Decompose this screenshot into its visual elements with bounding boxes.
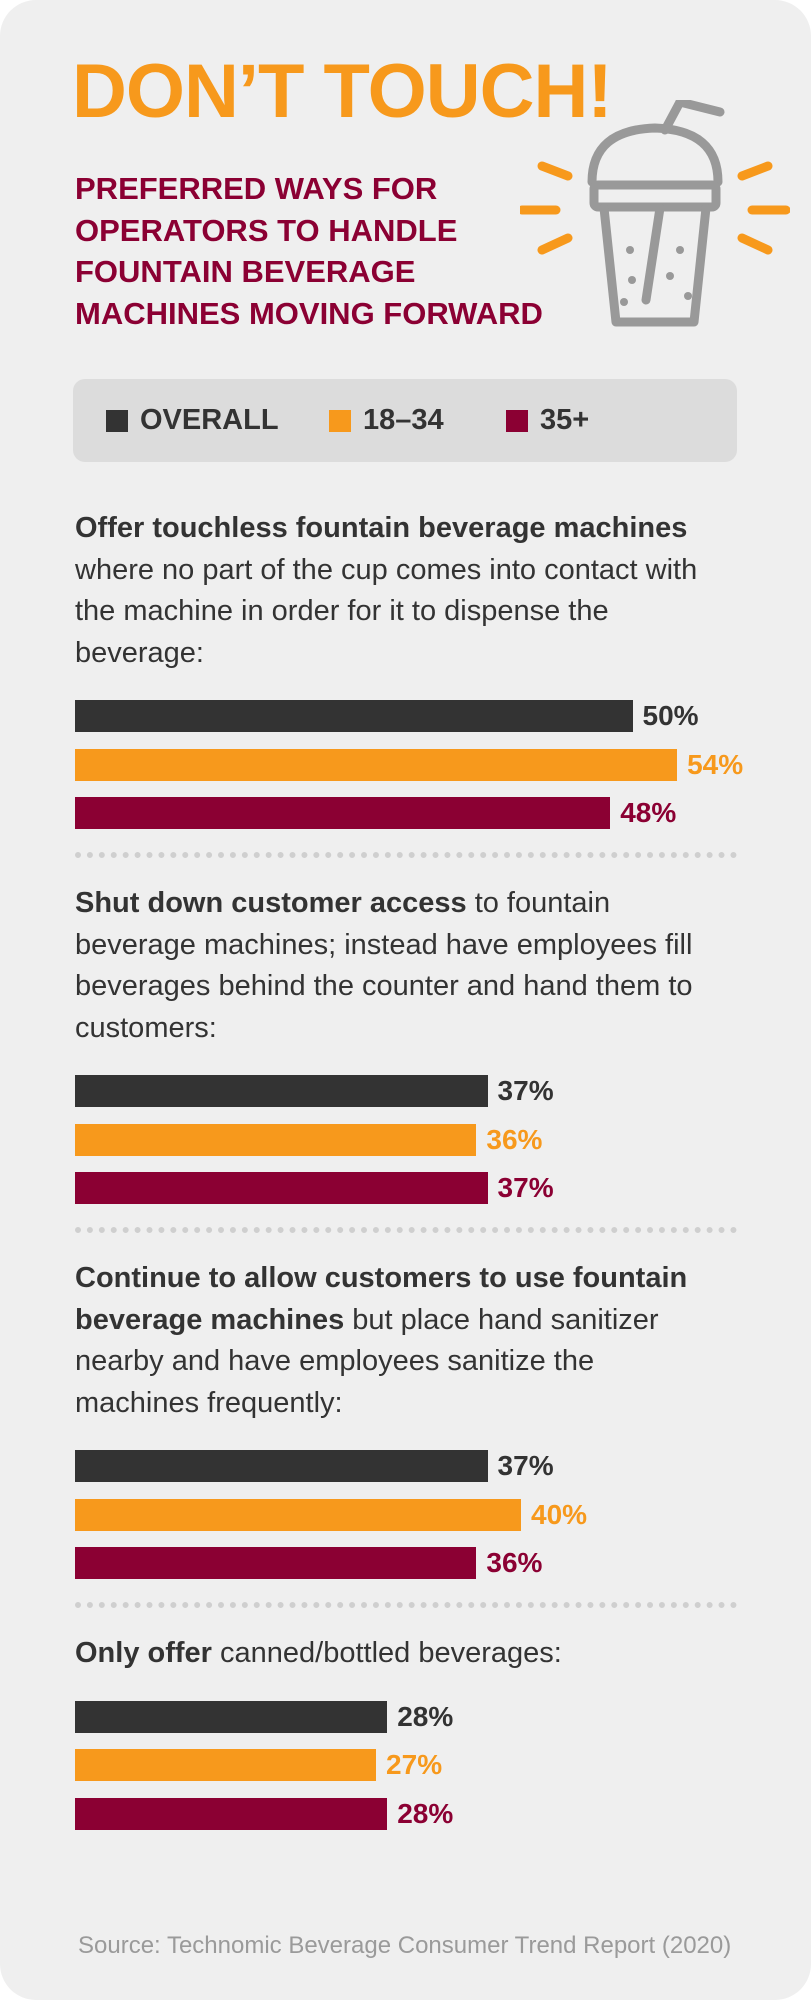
- question-text: but place hand sanitizer nearby and have…: [75, 1303, 659, 1419]
- bar-row: 27%: [75, 1749, 755, 1781]
- legend-item: OVERALL: [106, 379, 279, 462]
- separator: [75, 1227, 737, 1233]
- bar: [75, 797, 611, 829]
- legend-swatch: [329, 409, 351, 432]
- bar-row: 37%: [75, 1450, 755, 1482]
- chart-title: DON’T TOUCH!: [72, 49, 613, 134]
- bar-row: 36%: [75, 1123, 755, 1156]
- bar-row: 40%: [75, 1498, 755, 1531]
- legend-label: OVERALL: [140, 404, 279, 436]
- bar: [75, 1547, 477, 1579]
- bar-row: 37%: [75, 1172, 755, 1204]
- legend: OVERALL 18–34 35+: [73, 379, 737, 462]
- question-bold: Only offer: [75, 1637, 212, 1669]
- question-bold: Offer touchless fountain beverage machin…: [75, 512, 688, 544]
- bar-row: 28%: [75, 1700, 755, 1733]
- bar-row: 54%: [75, 748, 755, 781]
- value-label: 37%: [497, 1172, 554, 1203]
- legend-item: 35+: [506, 379, 589, 462]
- bar: [75, 1749, 377, 1781]
- question-bold: Shut down customer access: [75, 887, 467, 919]
- value-label: 50%: [642, 700, 699, 731]
- legend-swatch: [506, 409, 528, 432]
- bar-group: 37% 36% 37%: [75, 1075, 755, 1204]
- legend-label: 18–34: [363, 404, 444, 436]
- bar-row: 28%: [75, 1797, 755, 1830]
- question: Continue to allow customers to use fount…: [75, 1258, 725, 1424]
- bar-group: 37% 40% 36%: [75, 1450, 755, 1579]
- bar: [75, 748, 678, 781]
- legend-label: 35+: [540, 404, 590, 436]
- subtitle-line: FOUNTAIN BEVERAGE: [75, 254, 416, 289]
- separator: [75, 852, 737, 858]
- bar-row: 37%: [75, 1075, 755, 1107]
- value-label: 28%: [397, 1797, 454, 1829]
- question-text: to fountain beverage machines; instead h…: [75, 887, 693, 1044]
- value-label: 28%: [397, 1700, 454, 1732]
- question-text: where no part of the cup comes into cont…: [75, 553, 698, 669]
- value-label: 36%: [486, 1123, 543, 1155]
- bar: [75, 1172, 488, 1204]
- bar: [75, 1123, 477, 1156]
- bar: [75, 1700, 388, 1733]
- question-bold: Continue to allow customers to use fount…: [75, 1262, 688, 1336]
- subtitle-line: OPERATORS TO HANDLE: [75, 212, 458, 248]
- question: Offer touchless fountain beverage machin…: [75, 508, 725, 674]
- bar-group: 28% 27% 28%: [75, 1700, 755, 1830]
- value-label: 48%: [620, 797, 677, 828]
- value-label: 36%: [486, 1547, 543, 1578]
- bar: [75, 1075, 488, 1107]
- value-label: 27%: [386, 1749, 443, 1780]
- subtitle: PREFERRED WAYS FOR OPERATORS TO HANDLE FOU…: [75, 168, 543, 334]
- question: Shut down customer access to fountain be…: [75, 883, 725, 1049]
- subtitle-line: MACHINES MOVING FORWARD: [75, 295, 543, 331]
- question: Only offer canned/bottled beverages:: [75, 1633, 725, 1675]
- value-label: 37%: [497, 1075, 554, 1106]
- bar-row: 50%: [75, 700, 755, 732]
- bar-row: 48%: [75, 797, 755, 829]
- bar: [75, 1450, 488, 1482]
- plot-area: Offer touchless fountain beverage machin…: [75, 508, 755, 1846]
- question-text: canned/bottled beverages:: [220, 1637, 562, 1669]
- cup-icon: [520, 100, 790, 327]
- source-note: Source: Technomic Beverage Consumer Tren…: [78, 1932, 732, 1959]
- bar-row: 36%: [75, 1547, 755, 1579]
- bar: [75, 1797, 388, 1830]
- subtitle-line: PREFERRED WAYS FOR: [75, 171, 438, 206]
- bar-group: 50% 54% 48%: [75, 700, 755, 829]
- bar: [75, 1498, 521, 1531]
- legend-swatch: [106, 409, 128, 432]
- value-label: 54%: [687, 748, 744, 780]
- value-label: 37%: [497, 1450, 554, 1481]
- bar: [75, 700, 633, 732]
- separator: [75, 1602, 737, 1608]
- legend-item: 18–34: [329, 379, 444, 462]
- value-label: 40%: [531, 1498, 588, 1530]
